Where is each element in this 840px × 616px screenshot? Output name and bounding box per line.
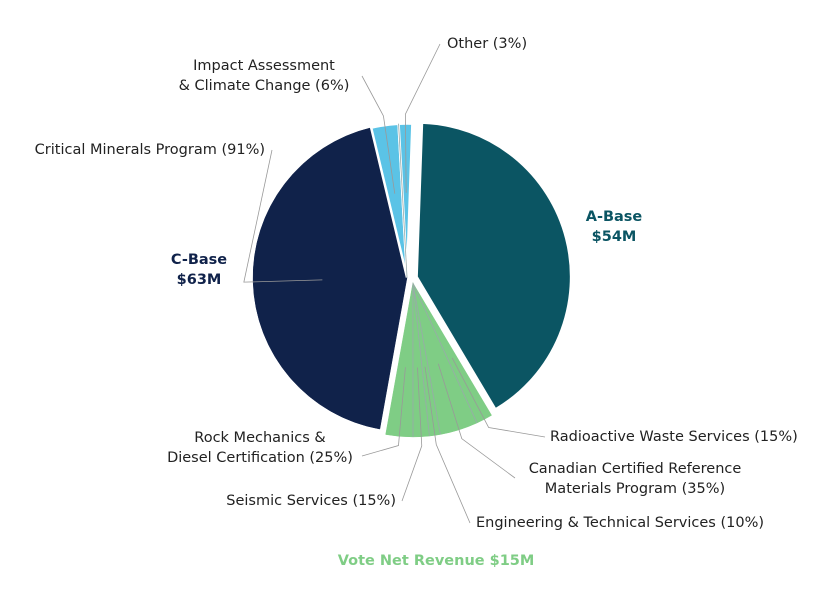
text-line: Rock Mechanics & <box>194 430 325 446</box>
text-line: Critical Minerals Program (91%) <box>35 142 265 158</box>
part-label: Seismic Services (15%) <box>226 493 396 509</box>
slice-name: A-Base <box>586 209 643 225</box>
slice-value-label: $63M <box>177 272 222 288</box>
sub-slice-divider <box>398 123 408 278</box>
leader-line <box>437 363 516 479</box>
text-line: Canadian Certified Reference <box>529 461 742 477</box>
pie-slice <box>415 121 572 411</box>
part-label: Other (3%) <box>447 36 527 52</box>
leader-line <box>424 366 471 524</box>
slice-name: Vote Net Revenue <box>338 553 485 569</box>
text-line: Engineering & Technical Services (10%) <box>476 515 764 531</box>
text-line: Seismic Services (15%) <box>226 493 396 509</box>
text-line: Materials Program (35%) <box>545 481 725 497</box>
text-line: & Climate Change (6%) <box>179 78 350 94</box>
part-label: Engineering & Technical Services (10%) <box>476 515 764 531</box>
leader-line <box>361 367 406 457</box>
sub-slice-divider <box>412 282 430 437</box>
leader-line <box>451 357 546 438</box>
leader-line <box>361 75 396 194</box>
part-label: Impact Assessment & Climate Change (6%) <box>179 58 350 94</box>
text-line: Radioactive Waste Services (15%) <box>550 429 798 445</box>
leader-line <box>404 43 441 193</box>
text-line: Other (3%) <box>447 36 527 52</box>
part-label: Radioactive Waste Services (15%) <box>550 429 798 445</box>
slice-label: Vote Net Revenue $15M <box>338 553 535 569</box>
sub-slice-divider <box>412 282 441 435</box>
text-line: Impact Assessment <box>193 58 335 74</box>
slice-value-label: $15M <box>490 553 535 569</box>
leader-line <box>401 367 423 502</box>
leader-line <box>243 149 323 283</box>
part-label: Canadian Certified Reference Materials Pr… <box>529 461 742 497</box>
text-line: Diesel Certification (25%) <box>167 450 353 466</box>
sub-slice-divider <box>412 282 478 424</box>
slice-value-label: $54M <box>592 229 637 245</box>
slice-name: C-Base <box>171 252 227 268</box>
part-label: Critical Minerals Program (91%) <box>35 142 265 158</box>
part-label: Rock Mechanics & Diesel Certification (25… <box>167 430 353 466</box>
